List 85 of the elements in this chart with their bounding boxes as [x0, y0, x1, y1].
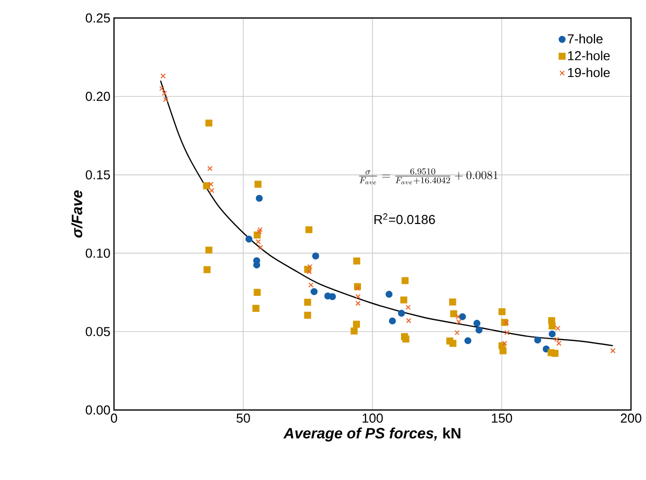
point [450, 310, 458, 318]
point [305, 226, 312, 234]
x-axis-title: Average of PS forces, kN [283, 428, 460, 442]
point [162, 90, 168, 96]
point [552, 350, 558, 357]
point [256, 229, 262, 234]
point [610, 348, 616, 354]
point [254, 232, 261, 238]
point [208, 182, 214, 187]
point [402, 277, 409, 284]
point [406, 304, 411, 310]
point [205, 120, 212, 127]
point [449, 340, 456, 347]
point [205, 246, 212, 254]
annotation: $\frac{\sigma}{F_{ave}}=\frac{6.9510}{F_{ave}+16.4042}+0.0081$ [359, 168, 498, 184]
legend-label: 19-hole [568, 68, 610, 78]
point [556, 340, 562, 346]
x-tick-label: 150 [492, 414, 512, 423]
y-tick-label: 0.15 [86, 170, 110, 180]
y-tick-label: 0.25 [86, 13, 110, 23]
point [254, 180, 262, 188]
point [257, 227, 263, 232]
point [555, 326, 560, 331]
point [456, 319, 462, 324]
point [458, 313, 466, 320]
point [203, 182, 210, 190]
point [454, 330, 460, 336]
point [258, 244, 264, 250]
point [160, 73, 166, 79]
point [308, 282, 314, 288]
point [386, 290, 393, 298]
point [352, 320, 360, 328]
point [473, 320, 480, 327]
point [400, 296, 408, 304]
point [500, 347, 507, 354]
point [504, 320, 510, 326]
y-tick-label: 0.05 [86, 327, 110, 336]
point [548, 330, 556, 338]
point [455, 314, 461, 320]
y-tick-label: 0.10 [86, 248, 110, 258]
point [328, 293, 336, 300]
point [355, 300, 361, 306]
y-axis-title: σ/Fave [71, 190, 82, 238]
point [310, 288, 318, 296]
point [388, 317, 396, 324]
point [159, 86, 164, 92]
point [304, 298, 312, 306]
point [307, 264, 313, 270]
x-tick-label: 100 [362, 414, 383, 423]
legend-label: 12-hole [568, 50, 610, 60]
point [554, 336, 560, 342]
point [548, 322, 556, 330]
y-tick-label: 0.20 [86, 92, 110, 101]
y-tick-label: 0.00 [86, 405, 110, 415]
line-series [160, 80, 614, 346]
point [406, 318, 412, 324]
point [354, 286, 360, 291]
point [207, 166, 213, 172]
point [398, 310, 405, 317]
point [252, 304, 260, 312]
x-tick-label: 200 [620, 414, 642, 423]
point [534, 336, 542, 344]
point [163, 96, 168, 102]
legend-label: 7-hole [568, 34, 603, 44]
point [304, 312, 312, 319]
point [245, 236, 252, 243]
point [350, 327, 358, 334]
point [355, 294, 361, 300]
point [312, 252, 320, 260]
point [256, 239, 261, 244]
point [502, 340, 508, 346]
point [256, 194, 263, 202]
point [254, 288, 261, 296]
point [498, 308, 506, 316]
point [209, 188, 214, 194]
point [504, 330, 510, 336]
point [476, 326, 482, 334]
point [449, 298, 456, 306]
point [204, 266, 211, 274]
point [464, 337, 472, 344]
x-tick-label: 0 [110, 414, 118, 423]
x-tick-label: 50 [236, 414, 250, 423]
point [353, 258, 360, 265]
point [306, 269, 312, 274]
annotation: R$^{2}$=0.0186 [374, 213, 435, 224]
